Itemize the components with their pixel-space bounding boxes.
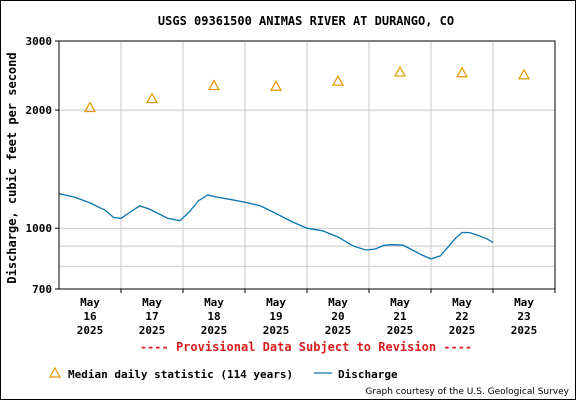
median-point (517, 68, 531, 80)
x-tick-label: 2025 (387, 324, 414, 337)
median-point (269, 80, 283, 91)
median-point (207, 79, 221, 91)
x-tick-label: 19 (269, 310, 282, 323)
x-tick-label: May (514, 296, 534, 309)
x-tick-label: May (452, 296, 472, 309)
x-tick-label: 2025 (325, 324, 352, 337)
x-tick-label: May (266, 296, 286, 309)
provisional-notice: ---- Provisional Data Subject to Revisio… (140, 340, 472, 354)
y-tick-label: 700 (32, 283, 52, 296)
x-tick-label: May (142, 296, 162, 309)
x-tick-label: 20 (331, 310, 344, 323)
x-tick-label: May (390, 296, 410, 309)
median-point (455, 66, 469, 78)
x-tick-label: 23 (517, 310, 530, 323)
y-tick-label: 3000 (26, 35, 53, 48)
credit-text: Graph courtesy of the U.S. Geological Su… (365, 387, 569, 397)
y-tick-label: 1000 (26, 222, 53, 235)
legend-median-marker (48, 366, 62, 378)
y-axis-ticks: 700 1000 2000 3000 (26, 35, 59, 296)
legend-discharge-label: Discharge (338, 368, 398, 381)
x-tick-label: 16 (83, 310, 97, 323)
y-tick-label: 2000 (26, 104, 53, 117)
x-tick-label: 2025 (449, 324, 476, 337)
median-point (145, 92, 159, 104)
x-tick-label: May (328, 296, 348, 309)
median-point (331, 74, 345, 86)
legend-median-label: Median daily statistic (114 years) (68, 368, 293, 381)
x-tick-label: 17 (145, 310, 158, 323)
x-tick-label: 2025 (201, 324, 228, 337)
plot-area (58, 40, 556, 290)
x-tick-label: 22 (455, 310, 468, 323)
x-tick-label: 18 (207, 310, 220, 323)
median-series (83, 65, 531, 113)
y-axis-label: Discharge, cubic feet per second (5, 52, 19, 283)
x-tick-label: 21 (393, 310, 407, 323)
x-tick-label: 2025 (77, 324, 104, 337)
median-point (393, 65, 407, 77)
legend: Median daily statistic (114 years) Disch… (48, 366, 398, 381)
x-tick-label: 2025 (263, 324, 290, 337)
x-tick-label: 2025 (139, 324, 166, 337)
x-tick-label: May (204, 296, 224, 309)
median-point (83, 101, 97, 113)
x-axis-ticks: May162025May172025May182025May192025May2… (77, 289, 556, 337)
chart-title: USGS 09361500 ANIMAS RIVER AT DURANGO, C… (158, 14, 454, 28)
x-tick-label: 2025 (511, 324, 538, 337)
x-tick-label: May (80, 296, 100, 309)
discharge-series-line (58, 192, 494, 260)
